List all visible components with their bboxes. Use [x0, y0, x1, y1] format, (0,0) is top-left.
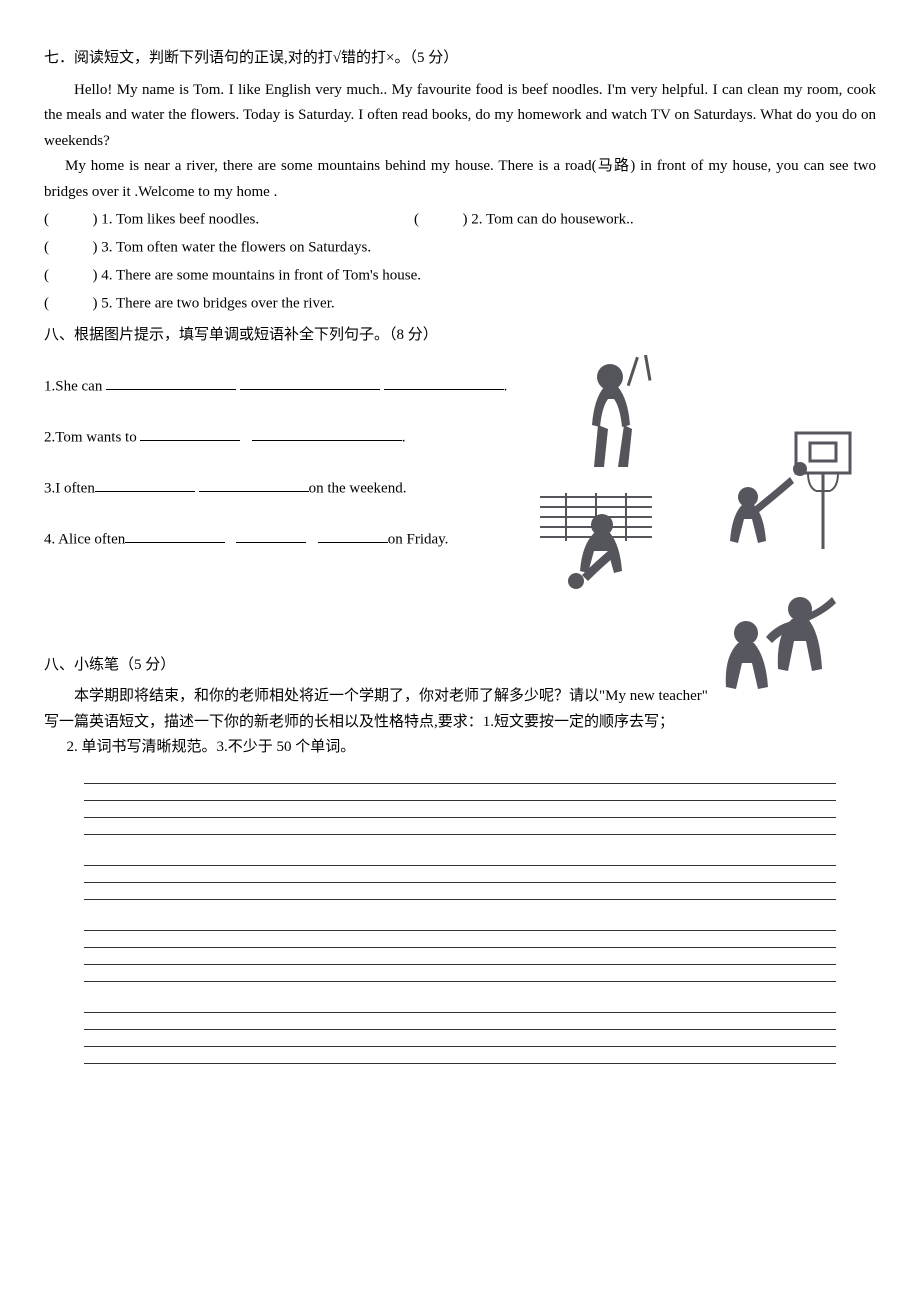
- blank-input[interactable]: [236, 526, 306, 544]
- writing-line[interactable]: [84, 883, 836, 900]
- passage-p2: My home is near a river, there are some …: [44, 158, 876, 200]
- writing-line[interactable]: [84, 818, 836, 835]
- blank-input[interactable]: [95, 475, 195, 493]
- fill-q4-pre: 4. Alice often: [44, 531, 125, 547]
- blank-input[interactable]: [106, 373, 236, 391]
- basketball-hoop-icon: [708, 431, 858, 561]
- prompt-p2: 写一篇英语短文，描述一下你的新老师的长相以及性格特点,要求：1.短文要按一定的顺…: [44, 710, 876, 736]
- paren-open[interactable]: (: [44, 240, 49, 256]
- writing-line[interactable]: [84, 914, 836, 931]
- q-row-4: ( ) 4. There are some mountains in front…: [44, 263, 876, 289]
- fill-q2-post: .: [402, 429, 406, 445]
- q5-text: 5. There are two bridges over the river.: [101, 296, 334, 312]
- writing-line[interactable]: [84, 931, 836, 948]
- blank-input[interactable]: [384, 373, 504, 391]
- fill-q1-pre: 1.She can: [44, 378, 106, 394]
- writing-line[interactable]: [84, 866, 836, 883]
- prompt-p3: 2. 单词书写清晰规范。3.不少于 50 个单词。: [67, 735, 877, 761]
- q-row-1-2: ( ) 1. Tom likes beef noodles. ( ) 2. To…: [44, 207, 876, 233]
- fill-q4-post: on Friday.: [388, 531, 449, 547]
- paren-open[interactable]: (: [44, 268, 49, 284]
- q4-text: 4. There are some mountains in front of …: [101, 268, 421, 284]
- fill-q3-pre: 3.I often: [44, 480, 95, 496]
- blank-input[interactable]: [240, 373, 380, 391]
- passage-p1: Hello! My name is Tom. I like English ve…: [44, 82, 876, 149]
- football-girl-icon: [536, 485, 656, 595]
- paren-open[interactable]: (: [44, 296, 49, 312]
- blank-input[interactable]: [140, 424, 240, 442]
- blank-input[interactable]: [199, 475, 309, 493]
- q2-text: 2. Tom can do housework..: [471, 212, 633, 228]
- fill-q2-pre: 2.Tom wants to: [44, 429, 140, 445]
- paren-open[interactable]: (: [44, 212, 49, 228]
- fill-block: 1.She can . 2.Tom wants to . 3.I often o…: [44, 373, 876, 647]
- q1-text: 1. Tom likes beef noodles.: [101, 212, 259, 228]
- section7-title: 七．阅读短文，判断下列语句的正误,对的打√错的打×。（5 分）: [44, 46, 876, 72]
- writing-line[interactable]: [84, 784, 836, 801]
- writing-line[interactable]: [84, 948, 836, 965]
- blank-input[interactable]: [318, 526, 388, 544]
- section8a-title: 八、根据图片提示，填写单调或短语补全下列句子。（8 分）: [44, 323, 876, 349]
- writing-line[interactable]: [84, 965, 836, 982]
- paren-open[interactable]: (: [414, 212, 419, 228]
- writing-line[interactable]: [84, 1013, 836, 1030]
- line-gap: [84, 982, 836, 996]
- writing-lines[interactable]: [84, 767, 836, 1064]
- blank-input[interactable]: [252, 424, 402, 442]
- fill-q3-post: on the weekend.: [309, 480, 407, 496]
- paren-close: ): [463, 212, 468, 228]
- paren-close: ): [93, 268, 98, 284]
- kungfu-pair-icon: [712, 587, 842, 707]
- paren-close: ): [93, 296, 98, 312]
- girl-kungfu-icon: [574, 355, 658, 473]
- prompt-p1-quote: "My new teacher": [599, 688, 708, 704]
- paren-close: ): [93, 240, 98, 256]
- line-gap: [84, 900, 836, 914]
- prompt-p1-pre: 本学期即将结束，和你的老师相处将近一个学期了，你对老师了解多少呢？请以: [74, 688, 599, 704]
- writing-line[interactable]: [84, 1030, 836, 1047]
- writing-line[interactable]: [84, 1047, 836, 1064]
- blank-input[interactable]: [125, 526, 225, 544]
- line-gap: [84, 835, 836, 849]
- passage-1: Hello! My name is Tom. I like English ve…: [44, 78, 876, 155]
- writing-line[interactable]: [84, 849, 836, 866]
- q-row-5: ( ) 5. There are two bridges over the ri…: [44, 291, 876, 317]
- q3-text: 3. Tom often water the flowers on Saturd…: [101, 240, 371, 256]
- fill-q1: 1.She can .: [44, 373, 876, 400]
- writing-line[interactable]: [84, 996, 836, 1013]
- writing-line[interactable]: [84, 767, 836, 784]
- q-row-3: ( ) 3. Tom often water the flowers on Sa…: [44, 235, 876, 261]
- writing-line[interactable]: [84, 801, 836, 818]
- paren-close: ): [93, 212, 98, 228]
- passage-2: My home is near a river, there are some …: [44, 154, 876, 205]
- fill-q1-post: .: [504, 378, 508, 394]
